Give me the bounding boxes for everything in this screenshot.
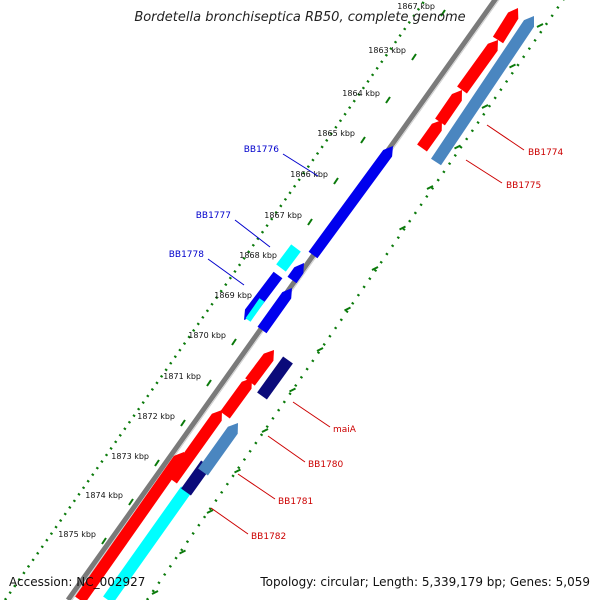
track-dash (316, 347, 324, 352)
track-dash (344, 306, 351, 312)
scale-tick-label: 1868 kbp (239, 251, 277, 260)
scale-tick-mark (231, 338, 237, 346)
gene-label-BB1775: BB1775 (506, 181, 541, 191)
scale-tick-mark (206, 379, 212, 387)
gene-BB1781 (167, 410, 222, 484)
gene-label-BB1774: BB1774 (528, 148, 564, 158)
scale-tick-label: 1865 kbp (317, 129, 355, 138)
leader-line-BB1778 (207, 258, 245, 286)
track-dash (536, 23, 544, 28)
track-dash (206, 509, 214, 514)
genome-title: Bordetella bronchiseptica RB50, complete… (134, 10, 466, 25)
scale-tick-mark (307, 218, 313, 226)
gene-label-BB1781: BB1781 (278, 497, 313, 507)
leader-line-BB1780 (267, 435, 306, 463)
scale-tick-mark (154, 459, 160, 467)
scale-tick-mark (360, 136, 366, 144)
gene-BB1774b (435, 90, 462, 126)
gene-features (75, 8, 534, 600)
topology-text: Topology: circular; Length: 5,339,179 bp… (260, 575, 590, 589)
scale-tick-label: 1869 kbp (214, 291, 252, 300)
track-dash (399, 225, 406, 231)
scale-tick-label: 1867 kbp (264, 211, 302, 220)
gene-steelblue-mid (198, 423, 238, 476)
leader-line-BB1775 (465, 159, 503, 184)
scale-tick-label: 1867 kbp (397, 2, 435, 11)
track-dash (509, 63, 516, 69)
leader-line-BB1781 (237, 473, 276, 500)
track-dash (371, 266, 379, 271)
scale-tick-label: 1874 kbp (85, 491, 123, 500)
track-dash (289, 387, 296, 393)
gene-navy-maiA (257, 356, 293, 400)
leader-line-BB1774 (486, 124, 525, 151)
track-dash (151, 590, 159, 595)
gene-label-BB1777: BB1777 (196, 211, 231, 221)
scale-tick-mark (180, 419, 186, 427)
accession-text: Accession: NC_002927 (9, 575, 146, 589)
gene-red-long (75, 452, 184, 600)
scale-tick-mark (385, 96, 391, 104)
leader-line-maiA (292, 401, 331, 428)
gene-BB1780 (220, 378, 252, 419)
leader-line-BB1777 (234, 219, 271, 248)
gene-BB1778 (257, 288, 292, 334)
gene-cyan-block (276, 244, 301, 272)
scale-tick-label: 1864 kbp (342, 89, 380, 98)
scale-tick-label: 1873 kbp (111, 452, 149, 461)
scale-tick-mark (411, 53, 417, 61)
leader-line-BB1776 (282, 153, 319, 177)
gene-BB1774a (417, 120, 442, 152)
track-dash (179, 549, 186, 555)
gene-labels: BB1774 BB1775 BB1776 BB1777 BB1778 maiA BB1780… (169, 124, 564, 542)
scale-tick-label: 1872 kbp (137, 412, 175, 421)
track-dash (426, 185, 434, 190)
gene-BB1776 (308, 146, 393, 259)
scale-tick-label: 1866 kbp (290, 170, 328, 179)
leader-line-BB1782 (210, 507, 249, 535)
track-dash (454, 144, 461, 150)
inner-dotted-track (145, 0, 565, 600)
gene-label-maiA: maiA (333, 425, 357, 435)
gene-cyan-lower (103, 486, 191, 600)
track-dash (234, 468, 241, 474)
gene-BB1776b (287, 263, 304, 284)
scale-tick-label: 1870 kbp (188, 331, 226, 340)
scale-tick-label: 1875 kbp (58, 530, 96, 539)
scale-tick-label: 1863 kbp (368, 46, 406, 55)
gene-label-BB1780: BB1780 (308, 460, 344, 470)
gene-BB1775 (431, 16, 534, 166)
track-dash (261, 428, 269, 433)
gene-cyan-small (245, 298, 265, 322)
scale-tick-mark (333, 177, 339, 185)
scale-tick-mark (128, 498, 134, 506)
gene-label-BB1776: BB1776 (244, 145, 280, 155)
gene-BB1774d (492, 8, 519, 44)
scale-tick-label: 1871 kbp (163, 372, 201, 381)
gene-label-BB1778: BB1778 (169, 250, 205, 260)
scale-tick-mark (101, 537, 107, 545)
scale-tick-mark (440, 9, 446, 17)
gene-label-BB1782: BB1782 (251, 532, 286, 542)
track-dash (481, 104, 489, 109)
gene-maiA (245, 350, 274, 386)
gene-BB1774c (457, 40, 498, 94)
